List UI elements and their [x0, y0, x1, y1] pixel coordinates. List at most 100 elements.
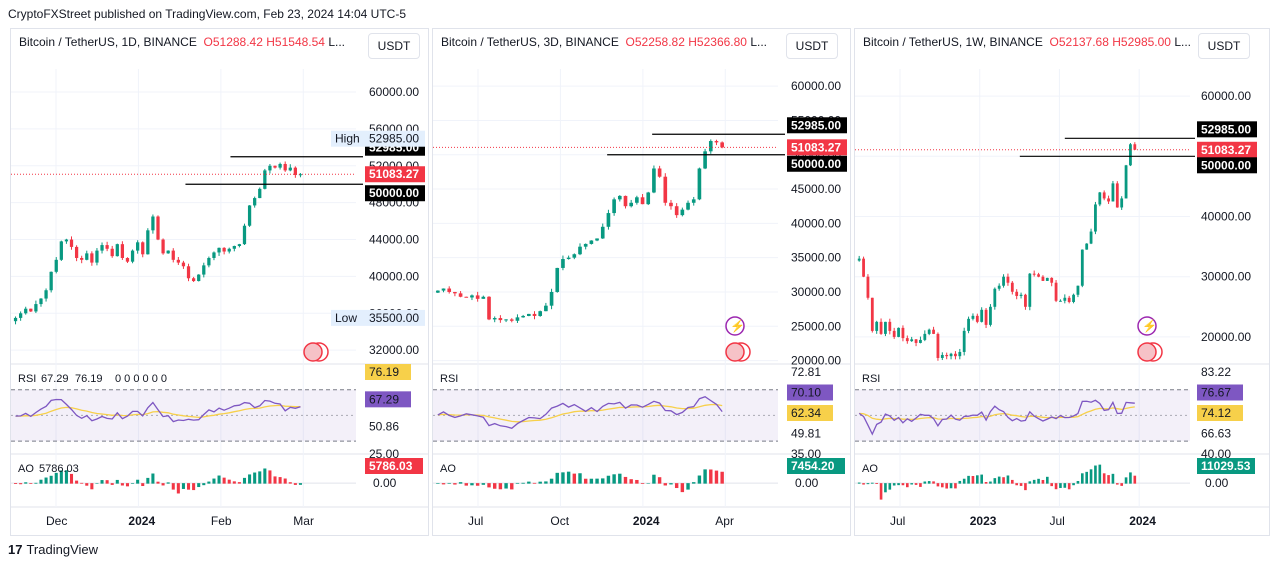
ao-bar [879, 483, 883, 500]
ao-bar [967, 475, 970, 484]
candle-body [217, 247, 221, 253]
candle [572, 253, 577, 260]
us-flag-event-icon [1137, 342, 1157, 362]
candle [283, 161, 287, 172]
ao-bar [1037, 478, 1040, 484]
chart-canvas[interactable]: 32000.0036000.0040000.0044000.0048000.00… [11, 29, 428, 535]
candle-body [39, 298, 43, 305]
ao-bar [538, 481, 542, 484]
candle [207, 256, 211, 268]
candle [453, 291, 457, 297]
chart-panel-1d[interactable]: Bitcoin / TetherUS, 1D, BINANCE O51288.4… [10, 28, 429, 536]
rsi-value: 67.29 [41, 373, 69, 385]
x-tick-label: 2023 [970, 514, 997, 528]
candle-body [1059, 300, 1062, 302]
ao-bar [958, 480, 962, 484]
candle [595, 238, 599, 242]
currency-button[interactable]: USDT [1198, 33, 1250, 59]
candle-body [171, 250, 175, 260]
candle [923, 330, 927, 342]
x-tick-label: Jul [890, 514, 905, 528]
candle-body [975, 315, 979, 322]
candle-body [640, 197, 645, 205]
candle [242, 223, 247, 245]
candle-body [1102, 192, 1106, 199]
candle [720, 141, 724, 149]
candle-body [288, 167, 292, 171]
candle [19, 311, 23, 321]
ao-title: AO [440, 463, 456, 475]
candle-body [13, 317, 18, 322]
ao-bar [1067, 483, 1071, 490]
ao-bar [1041, 479, 1045, 484]
candle-body [697, 168, 702, 200]
candle-body [509, 319, 514, 321]
candle-body [263, 170, 267, 189]
ao-bar [692, 482, 696, 484]
ao-bar [222, 477, 226, 484]
candle-body [64, 239, 69, 242]
candle-body [971, 315, 975, 319]
rsi-axis-tag [787, 384, 833, 401]
rsi-title: RSI [440, 373, 458, 385]
ao-bar [510, 483, 514, 490]
candle-body [954, 353, 957, 357]
candle-body [555, 267, 560, 292]
candle [217, 247, 221, 256]
ao-bar [1129, 472, 1132, 484]
candle [186, 263, 191, 282]
candle-body [521, 315, 525, 318]
high-marker [331, 130, 425, 147]
candle-body [146, 230, 150, 255]
candle [697, 167, 702, 201]
chart-canvas[interactable]: 20000.00 30000.00 40000.00 50000.00 60000.00… [855, 29, 1269, 535]
ao-value-tag [787, 458, 845, 474]
candle [202, 262, 206, 278]
ao-value-tag [1197, 458, 1255, 474]
candle [980, 307, 984, 323]
price-tag-label: 51083.27 [369, 167, 419, 181]
candle [532, 311, 537, 320]
candle-body [691, 199, 696, 203]
candle-body [24, 308, 28, 314]
candle [197, 274, 201, 282]
rsi-axis-label: 66.63 [1201, 427, 1231, 441]
y-tick-label: 30000.00 [791, 285, 841, 299]
candle [44, 288, 48, 302]
chart-canvas[interactable]: 20000.00 25000.00 30000.00 35000.00 40000.00… [433, 29, 850, 535]
currency-button[interactable]: USDT [786, 33, 838, 59]
candle [932, 326, 935, 335]
y-tick-label: 35000.00 [791, 251, 841, 265]
ao-bar [1120, 483, 1123, 486]
candle [504, 319, 508, 323]
candle [617, 195, 622, 202]
ao-bar [283, 478, 287, 484]
candle [1059, 299, 1062, 302]
chart-panel-1w[interactable]: Bitcoin / TetherUS, 1W, BINANCE O52137.6… [854, 28, 1270, 536]
ao-bar [1046, 476, 1049, 484]
candle [714, 139, 719, 146]
ao-bar [187, 483, 191, 490]
price-tag [787, 139, 847, 156]
ao-bar [176, 483, 180, 494]
candle [967, 316, 970, 334]
ao-bar [984, 482, 988, 484]
candle-body [583, 243, 588, 247]
candle [901, 325, 905, 342]
candle-body [566, 257, 571, 260]
ao-bar [618, 473, 622, 484]
candle-body [600, 226, 605, 239]
y-tick-label: 30000.00 [1201, 270, 1251, 284]
candle-body [1054, 282, 1058, 301]
candle [1098, 191, 1102, 207]
price-tag [1197, 121, 1257, 138]
ao-bar [192, 483, 196, 491]
currency-button[interactable]: USDT [368, 33, 420, 59]
chart-panel-3d[interactable]: Bitcoin / TetherUS, 3D, BINANCE O52258.8… [432, 28, 851, 536]
rsi-band [433, 389, 778, 442]
ao-bar [253, 472, 257, 484]
rsi-title: RSI [18, 373, 36, 385]
candle-body [993, 288, 997, 307]
y-tick-label: 60000.00 [1201, 89, 1251, 103]
ao-bar [288, 482, 292, 484]
